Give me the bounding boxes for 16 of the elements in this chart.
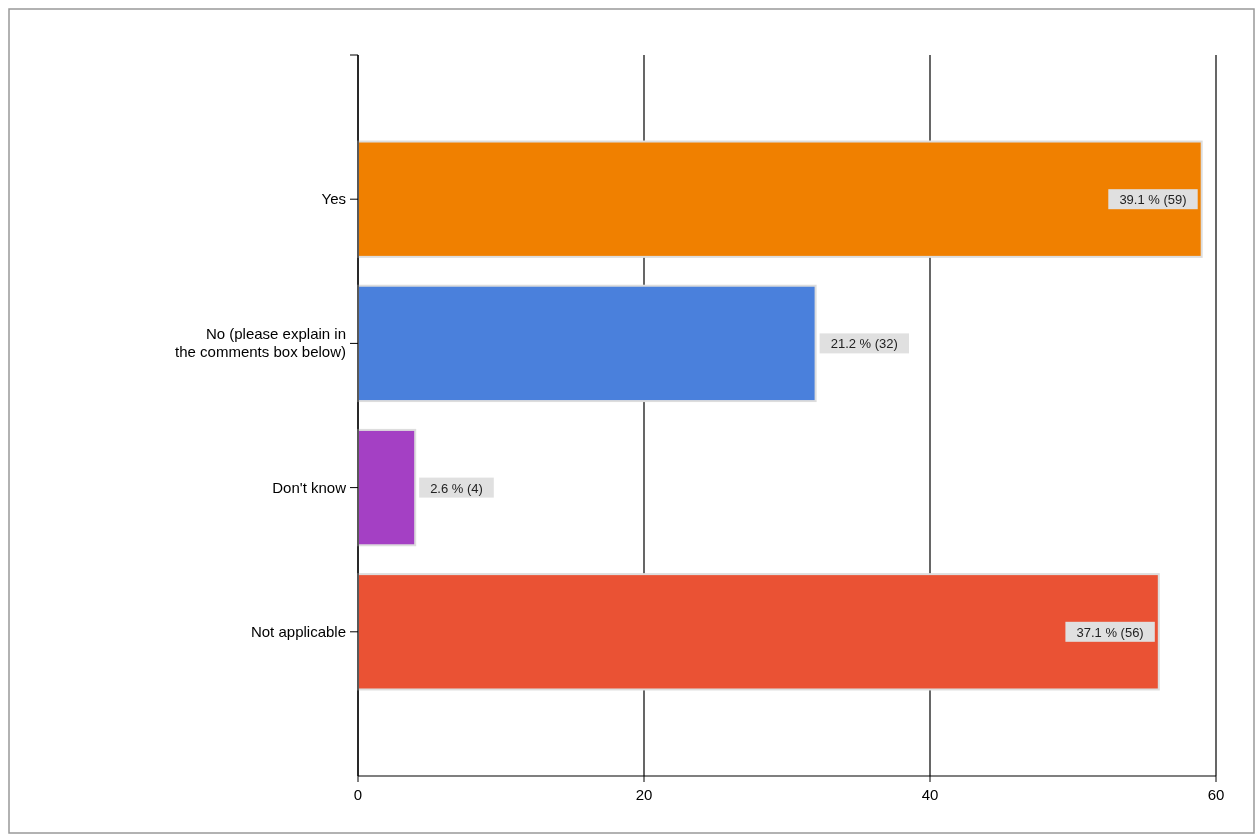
bar: [357, 140, 1203, 258]
data-label: 21.2 % (32): [830, 336, 898, 352]
data-label: 39.1 % (59): [1119, 192, 1187, 208]
x-tick-label: 60: [1207, 786, 1225, 803]
y-tick-label: Don't know: [272, 478, 347, 496]
y-tick-label: No (please explain in the comments box below): [175, 325, 346, 361]
y-tick-label: Yes: [321, 190, 346, 208]
bar: [357, 428, 417, 547]
bar: [357, 284, 817, 403]
x-tick-label: 20: [635, 786, 653, 803]
x-tick-label: 0: [353, 786, 363, 803]
y-tick-label: Not applicable: [250, 622, 346, 640]
data-label: 2.6 % (4): [430, 480, 483, 496]
data-label: 37.1 % (56): [1076, 624, 1144, 640]
bar: [357, 573, 1160, 691]
x-tick-label: 40: [921, 786, 939, 803]
